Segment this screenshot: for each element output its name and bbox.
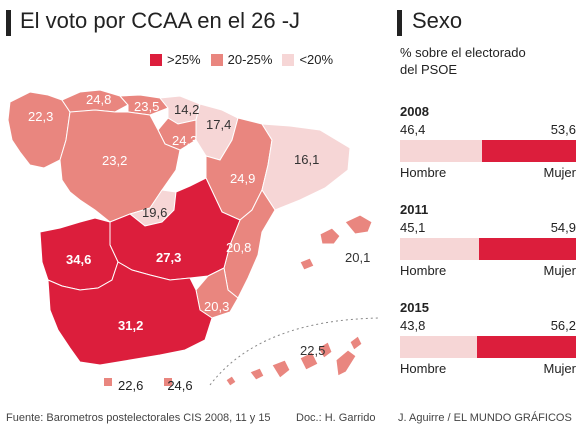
sexo-subtitle-line2: del PSOE bbox=[400, 62, 458, 77]
spain-map bbox=[7, 89, 381, 387]
sexo-bar bbox=[400, 140, 576, 162]
footer-source: Fuente: Barometros postelectorales CIS 2… bbox=[6, 412, 271, 424]
label-valenciana: 20,8 bbox=[226, 240, 252, 255]
label-murcia: 20,3 bbox=[204, 299, 230, 314]
left-title-marker bbox=[6, 10, 11, 36]
year-block-2008: 2008 46,4 53,6 Hombre Mujer bbox=[400, 104, 576, 180]
footer-credit: J. Aguirre / EL MUNDO GRÁFICOS bbox=[398, 412, 572, 424]
label-castilla-la-mancha: 27,3 bbox=[156, 250, 182, 265]
pct-row: 46,4 53,6 bbox=[400, 122, 576, 137]
sexo-title: Sexo bbox=[412, 8, 463, 33]
mujer-pct: 56,2 bbox=[550, 318, 576, 333]
label-extremadura: 34,6 bbox=[66, 252, 92, 267]
ceuta-melilla-legend: 22,6 24,6 bbox=[104, 378, 193, 393]
label-madrid: 19,6 bbox=[142, 205, 168, 220]
map-legend: >25% 20-25% <20% bbox=[150, 52, 333, 67]
label-asturias: 24,8 bbox=[86, 92, 112, 107]
region-castilla-leon bbox=[59, 109, 181, 223]
region-cataluna bbox=[261, 123, 351, 211]
region-andalucia bbox=[47, 261, 213, 366]
region-ceuta bbox=[104, 378, 112, 386]
label-baleares: 20,1 bbox=[345, 250, 371, 265]
legend-label-mid: 20-25% bbox=[227, 52, 273, 67]
sex-label-row: Hombre Mujer bbox=[400, 263, 576, 278]
sexo-subtitle-line1: % sobre el electorado bbox=[400, 45, 526, 60]
year-block-2015: 2015 43,8 56,2 Hombre Mujer bbox=[400, 300, 576, 376]
mujer-bar-segment bbox=[481, 140, 576, 162]
sex-label-row: Hombre Mujer bbox=[400, 165, 576, 180]
label-canarias: 22,5 bbox=[300, 343, 326, 358]
mujer-label: Mujer bbox=[543, 361, 576, 376]
sexo-subtitle: % sobre el electorado del PSOE bbox=[400, 44, 570, 78]
hombre-pct: 43,8 bbox=[400, 318, 426, 333]
hombre-label: Hombre bbox=[400, 165, 447, 180]
mujer-pct: 53,6 bbox=[550, 122, 576, 137]
mujer-bar-segment bbox=[477, 336, 576, 358]
year-label: 2015 bbox=[400, 300, 429, 315]
label-castilla-leon: 23,2 bbox=[102, 153, 128, 168]
hombre-bar-segment bbox=[400, 336, 478, 358]
year-block-2011: 2011 45,1 54,9 Hombre Mujer bbox=[400, 202, 576, 278]
year-label: 2011 bbox=[400, 202, 429, 217]
label-la-rioja: 24,3 bbox=[172, 133, 198, 148]
sex-label-row: Hombre Mujer bbox=[400, 361, 576, 376]
legend-item-mid: 20-25% bbox=[210, 52, 273, 67]
legend-swatch-low bbox=[282, 53, 295, 66]
pct-row: 43,8 56,2 bbox=[400, 318, 576, 333]
mujer-bar-segment bbox=[479, 238, 576, 260]
canarias-separator bbox=[209, 317, 381, 386]
map-title: El voto por CCAA en el 26 -J bbox=[20, 8, 301, 33]
hombre-bar-segment bbox=[400, 238, 480, 260]
mujer-label: Mujer bbox=[543, 165, 576, 180]
region-baleares bbox=[299, 214, 373, 271]
region-melilla bbox=[164, 378, 172, 386]
hombre-pct: 45,1 bbox=[400, 220, 426, 235]
label-aragon: 24,9 bbox=[230, 171, 256, 186]
legend-label-low: <20% bbox=[299, 52, 334, 67]
label-melilla: 24,6 bbox=[167, 378, 193, 393]
legend-label-high: >25% bbox=[167, 52, 201, 67]
legend-swatch-mid bbox=[210, 53, 223, 66]
hombre-label: Hombre bbox=[400, 263, 447, 278]
region-cantabria bbox=[118, 94, 169, 116]
label-pais-vasco: 14,2 bbox=[174, 102, 200, 117]
region-canarias bbox=[225, 335, 363, 387]
hombre-bar-segment bbox=[400, 140, 482, 162]
legend-item-high: >25% bbox=[150, 52, 201, 67]
hombre-label: Hombre bbox=[400, 361, 447, 376]
label-cantabria: 23,5 bbox=[134, 99, 160, 114]
label-cataluna: 16,1 bbox=[294, 152, 320, 167]
label-navarra: 17,4 bbox=[206, 117, 232, 132]
hombre-pct: 46,4 bbox=[400, 122, 426, 137]
label-andalucia: 31,2 bbox=[118, 318, 144, 333]
year-label: 2008 bbox=[400, 104, 429, 119]
right-title-marker bbox=[397, 10, 402, 36]
pct-row: 45,1 54,9 bbox=[400, 220, 576, 235]
mujer-pct: 54,9 bbox=[550, 220, 576, 235]
label-ceuta: 22,6 bbox=[118, 378, 144, 393]
mujer-label: Mujer bbox=[543, 263, 576, 278]
legend-swatch-high bbox=[150, 53, 162, 66]
sexo-bar bbox=[400, 238, 576, 260]
sexo-bar bbox=[400, 336, 576, 358]
footer-doc: Doc.: H. Garrido bbox=[296, 412, 376, 424]
label-galicia: 22,3 bbox=[28, 109, 54, 124]
legend-item-low: <20% bbox=[282, 52, 333, 67]
